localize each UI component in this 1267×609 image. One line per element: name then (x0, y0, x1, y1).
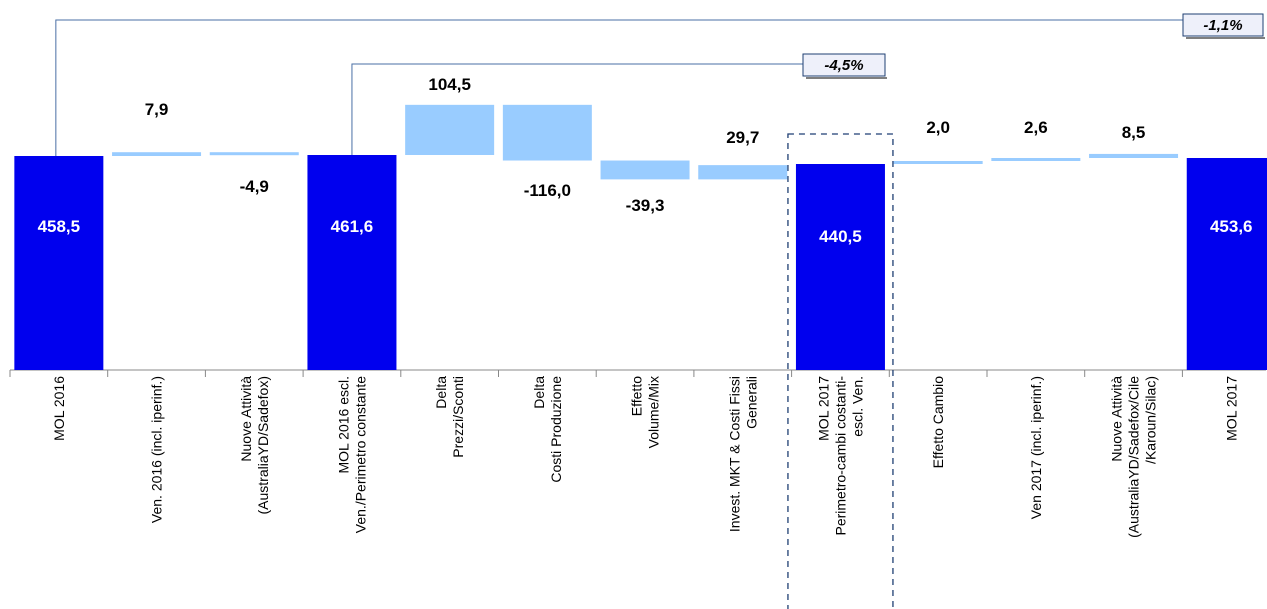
highlight-dashed-box (787, 133, 894, 609)
change-bar (893, 161, 983, 164)
category-label: MOL 2017 (815, 376, 831, 441)
change-bar (600, 160, 690, 180)
category-label: Delta (433, 376, 449, 409)
variance-box (802, 53, 886, 77)
category-label: Generali (743, 376, 759, 429)
change-value-label: 2,6 (1024, 118, 1048, 137)
change-bar (112, 152, 202, 156)
total-value-label: 440,5 (819, 227, 862, 246)
total-value-label: 453,6 (1210, 217, 1253, 236)
total-bar (14, 156, 104, 370)
change-value-label: 7,9 (145, 100, 169, 119)
change-value-label: 104,5 (428, 75, 471, 94)
change-value-label: -39,3 (626, 196, 665, 215)
category-label: Ven. 2016 (incl. iperinf.) (149, 376, 165, 523)
category-label: (AustraliaYD/Sadefox/Cile (1126, 376, 1142, 538)
change-bar (698, 165, 788, 180)
category-label: Prezzi/Sconti (450, 376, 466, 458)
total-bar (307, 155, 397, 370)
change-value-label: -4,9 (240, 177, 269, 196)
category-label: MOL 2017 (1223, 376, 1239, 441)
change-value-label: -116,0 (524, 181, 571, 200)
change-value-label: 2,0 (926, 118, 950, 137)
category-label: Effetto Cambio (930, 376, 946, 469)
variance-label: -4,5% (824, 57, 863, 74)
total-bar (1186, 158, 1267, 370)
total-value-label: 461,6 (331, 217, 374, 236)
category-label: Costi Produzione (548, 376, 564, 483)
total-value-label: 458,5 (38, 217, 81, 236)
category-label: Ven./Perimetro constante (352, 376, 368, 533)
variance-connector-line (351, 63, 803, 155)
change-bar (991, 158, 1081, 161)
change-bar (209, 152, 299, 156)
category-label: Delta (531, 376, 547, 409)
category-label: Volume/Mix (646, 376, 662, 448)
change-value-label: 29,7 (726, 128, 759, 147)
category-label: Effetto (629, 376, 645, 416)
category-label: Perimetro-cambi costanti- (832, 376, 848, 536)
category-label: Ven 2017 (incl. iperinf.) (1028, 376, 1044, 519)
change-bar (405, 104, 495, 155)
variance-label: -1,1% (1203, 17, 1242, 34)
category-label: Nuove Attività (238, 376, 254, 462)
category-label: Nuove Attività (1109, 376, 1125, 462)
category-label: escl. Ven. (849, 376, 865, 437)
variance-connector-line (55, 19, 1183, 156)
total-bar (795, 164, 885, 370)
variance-box (1182, 13, 1264, 37)
category-label: MOL 2016 escl. (335, 376, 351, 474)
category-label: MOL 2016 (51, 376, 67, 441)
category-label: Invest. MKT & Costi Fissi (726, 376, 742, 532)
change-value-label: 8,5 (1122, 123, 1146, 142)
category-label: (AustraliaYD/Sadefox) (255, 376, 271, 515)
change-bar (1089, 153, 1179, 158)
category-label: /Karoun/Silac) (1143, 376, 1159, 464)
change-bar (502, 104, 592, 161)
